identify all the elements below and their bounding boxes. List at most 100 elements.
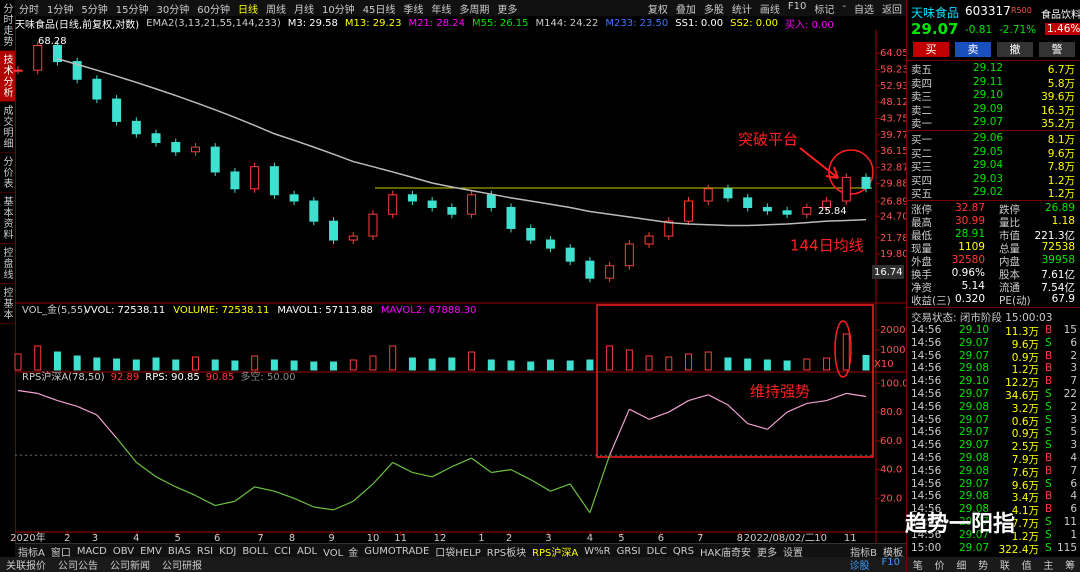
side-tab[interactable]: 技术分析 (0, 51, 15, 102)
trade-button[interactable]: 撤 (997, 42, 1033, 57)
indicator-tab[interactable]: BIAS (167, 545, 191, 557)
period-button[interactable]: 60分钟 (197, 4, 230, 16)
quote-tab[interactable]: 价 (934, 561, 945, 572)
period-button[interactable]: 季线 (403, 4, 424, 16)
status-link[interactable]: 公司公告 (58, 561, 98, 572)
stat-label: 涨停 (911, 204, 932, 216)
period-button[interactable]: 10分钟 (321, 4, 355, 16)
stat-label: 流通 (999, 282, 1020, 294)
period-button[interactable]: 多周期 (459, 4, 490, 16)
tool-button[interactable]: 返回 (882, 4, 902, 16)
tool-button[interactable]: F10 (787, 0, 807, 12)
indicator-tab[interactable]: GRSI (616, 545, 641, 557)
side-tab[interactable]: 基本资料 (0, 193, 15, 244)
side-tab[interactable]: 分价表 (0, 153, 15, 193)
trade-button[interactable]: 买 (913, 42, 949, 57)
quote-tab[interactable]: 势 (978, 561, 989, 572)
indicator-tab[interactable]: 窗口 (50, 547, 71, 559)
indicator-tab[interactable]: MACD (76, 545, 107, 557)
tool-button[interactable]: 画线 (759, 4, 780, 16)
stat-value: 5.14 (961, 280, 985, 292)
tool-button[interactable]: - (842, 0, 846, 12)
indicator-tab[interactable]: OBV (112, 545, 135, 557)
tool-button[interactable]: 标记 (814, 4, 835, 16)
status-link[interactable]: 关联报价 (6, 561, 46, 572)
rps-line (688, 394, 709, 402)
tool-button[interactable]: 统计 (731, 4, 752, 16)
volume-bar (73, 355, 81, 371)
quote-tab[interactable]: 笔 (912, 561, 923, 572)
candle (605, 265, 615, 279)
quote-tab[interactable]: 筹 (1065, 561, 1076, 572)
book-volume: 6.7万 (1047, 64, 1075, 76)
indicator-tab[interactable]: KDJ (219, 545, 237, 557)
trade-side: S (1045, 413, 1052, 426)
period-button[interactable]: 1分钟 (47, 4, 74, 16)
indicator-tab[interactable]: RPS沪深A (532, 547, 579, 559)
indicator-tab[interactable]: RPS板块 (486, 547, 527, 559)
period-button[interactable]: 分时 (19, 4, 39, 16)
period-button[interactable]: 周线 (265, 4, 286, 16)
trade-button[interactable]: 警 (1039, 42, 1075, 57)
status-link[interactable]: 公司研报 (162, 561, 202, 572)
rps-line (530, 479, 551, 492)
book-volume: 1.2万 (1047, 188, 1075, 200)
status-link[interactable]: 公司新闻 (110, 561, 150, 572)
quote-tab[interactable]: 主 (1043, 561, 1054, 572)
volume-bar (290, 360, 298, 371)
x-tick-label: 8 (737, 533, 743, 543)
indicator-tab[interactable]: 指标B (850, 547, 877, 559)
period-button[interactable]: 更多 (497, 4, 518, 16)
period-button[interactable]: 月线 (293, 4, 314, 16)
tool-button[interactable]: 复权 (647, 4, 668, 16)
indicator-tab[interactable]: 更多 (756, 547, 777, 559)
indicator-tab[interactable]: W%R (584, 545, 611, 557)
stock-tag: R500 (1011, 6, 1032, 15)
indicator-tab[interactable]: ADL (296, 545, 318, 557)
tool-button[interactable]: 叠加 (675, 4, 696, 16)
indicator-tab[interactable]: RSI (196, 545, 214, 557)
trade-volume: 0.9万 (1011, 351, 1039, 364)
indicator-tab[interactable]: CCI (274, 545, 291, 557)
rps-line (412, 471, 433, 478)
status-link[interactable]: 诊股 (849, 561, 870, 572)
quote-tab[interactable]: 细 (956, 561, 967, 572)
trade-count: 6 (1070, 477, 1077, 490)
indicator-tab[interactable]: VOL_金 (323, 547, 359, 559)
indicator-tab[interactable]: 口袋HELP (435, 547, 481, 559)
volume-bar (665, 356, 673, 371)
side-tab[interactable]: 控基本 (0, 284, 15, 324)
tool-button[interactable]: 自选 (854, 4, 874, 16)
indicator-tab[interactable]: BOLL (242, 545, 269, 557)
trade-button[interactable]: 卖 (955, 42, 991, 57)
side-tab[interactable]: 控盘线 (0, 244, 15, 284)
trade-volume: 7.6万 (1011, 466, 1039, 479)
book-volume: 39.6万 (1041, 91, 1075, 103)
side-tab[interactable]: 分时走势 (0, 0, 15, 51)
quote-tab[interactable]: 值 (1021, 561, 1032, 572)
period-button[interactable]: 年线 (431, 4, 452, 16)
book-label: 卖五 (911, 64, 932, 76)
status-link[interactable]: F10 (881, 557, 900, 568)
status-right: 诊股 F10 (844, 557, 906, 572)
quote-tab[interactable]: 联 (999, 561, 1010, 572)
indicator-tab[interactable]: QRS (672, 545, 695, 557)
book-price: 29.09 (973, 102, 1004, 115)
stat-label: 市值 (999, 230, 1020, 242)
period-button[interactable]: 5分钟 (81, 4, 108, 16)
indicator-tab[interactable]: 设置 (782, 547, 803, 559)
indicator-tab[interactable]: 模板 (883, 547, 903, 559)
tool-button[interactable]: 多股 (703, 4, 724, 16)
indicator-tab[interactable]: EMV (140, 545, 162, 557)
indicator-tab[interactable]: GUMOTRADE (364, 545, 430, 557)
indicator-tab[interactable]: HAK庙奇安 (700, 547, 751, 559)
trade-price: 29.08 (959, 503, 990, 516)
period-button[interactable]: 45日线 (362, 4, 396, 16)
y-tick-label: 64.05 (880, 48, 906, 59)
indicator-tab[interactable]: 指标A (18, 547, 45, 559)
period-button[interactable]: 15分钟 (115, 4, 149, 16)
side-tab[interactable]: 成交明细 (0, 102, 15, 153)
period-button[interactable]: 30分钟 (156, 4, 190, 16)
period-button[interactable]: 日线 (237, 4, 258, 16)
indicator-tab[interactable]: DLC (646, 545, 667, 557)
